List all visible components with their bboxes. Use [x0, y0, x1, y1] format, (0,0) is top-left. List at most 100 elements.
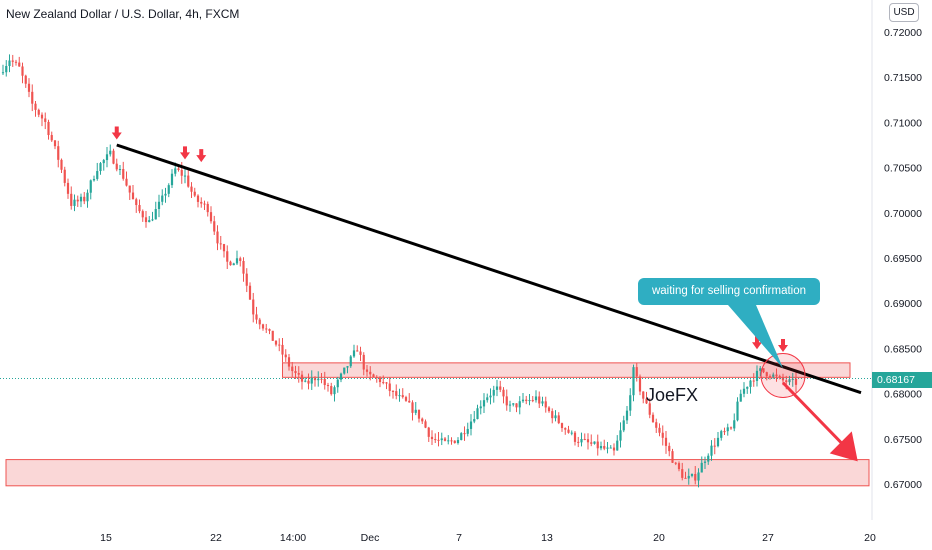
candle-body [791, 378, 794, 380]
candle-body [144, 217, 148, 223]
y-tick-label: 0.70000 [884, 208, 922, 220]
y-tick-label: 0.69500 [884, 253, 922, 265]
candle-body [265, 328, 268, 330]
candle-body [76, 199, 79, 202]
candle-body [525, 399, 528, 402]
candle-body [505, 396, 508, 406]
candle-body [755, 370, 759, 381]
candle-body [135, 199, 138, 206]
candle-body [534, 396, 538, 401]
current-price-label: 0.68167 [872, 372, 932, 388]
candle-body [746, 386, 749, 389]
candle-body [170, 173, 174, 186]
x-tick-label: 15 [100, 532, 112, 544]
candle-body [206, 203, 209, 213]
candle-body [466, 428, 469, 434]
candle-body [8, 60, 11, 66]
candle-body [697, 472, 700, 481]
x-tick-label: 7 [456, 532, 462, 544]
candle-body [151, 219, 154, 221]
candle-body [635, 367, 638, 377]
x-tick-label: 27 [762, 532, 774, 544]
candle-body [557, 415, 560, 424]
candle-body [762, 368, 765, 373]
candle-body [440, 438, 443, 441]
candle-body [404, 397, 408, 401]
candle-body [544, 401, 547, 408]
candle-body [11, 60, 14, 62]
candle-body [645, 398, 648, 404]
candle-body [297, 373, 300, 375]
candle-body [235, 258, 239, 264]
candle-body [349, 356, 352, 367]
candle-body [398, 395, 401, 397]
candle-body [625, 410, 629, 421]
candle-body [401, 395, 404, 398]
candle-body [690, 473, 694, 476]
candle-body [603, 446, 606, 449]
y-tick-label: 0.67500 [884, 434, 922, 446]
candle-body [63, 169, 66, 183]
candle-body [427, 427, 430, 437]
candle-body [53, 140, 57, 147]
candle-body [365, 369, 369, 372]
candle-body [177, 168, 180, 170]
markers-layer [111, 126, 858, 462]
candle-body [187, 175, 190, 187]
candle-body [50, 135, 53, 141]
candle-body [271, 330, 274, 341]
candle-body [772, 374, 775, 377]
candle-body [778, 376, 781, 378]
candle-body [339, 373, 343, 380]
x-tick-label: 22 [210, 532, 222, 544]
candle-body [723, 431, 726, 433]
candle-body [651, 414, 655, 423]
candle-body [632, 367, 635, 396]
candle-body [232, 263, 235, 266]
axes-layer: 0.72000 0.71500 0.71000 0.70500 0.70000 0.695… [100, 0, 922, 544]
x-tick-label: Dec [361, 532, 380, 544]
candle-body [255, 314, 258, 320]
candle-body [330, 386, 333, 395]
candle-body [96, 171, 99, 179]
x-tick-label: 13 [541, 532, 553, 544]
symbol-title: New Zealand Dollar / U.S. Dollar, 4h, FX… [6, 7, 240, 21]
candle-body [27, 83, 31, 92]
candle-body [336, 379, 339, 388]
candle-body [385, 382, 388, 384]
candle-body [274, 340, 278, 345]
candle-body [47, 121, 50, 136]
candle-body [414, 409, 417, 413]
candle-body [252, 299, 255, 315]
candle-body [313, 378, 317, 381]
candle-body [538, 396, 541, 404]
candle-body [219, 243, 222, 245]
candle-body [658, 427, 661, 433]
candle-body [362, 354, 365, 370]
projection-arrow-head [829, 431, 858, 462]
candle-body [112, 150, 115, 164]
candle-body [593, 441, 596, 444]
candle-body [674, 462, 677, 464]
candle-body [167, 185, 170, 194]
candle-body [447, 440, 450, 442]
down-arrow-marker [111, 126, 122, 140]
candle-body [788, 379, 791, 383]
currency-button[interactable]: USD [889, 3, 919, 22]
candle-body [388, 383, 391, 391]
candle-body [304, 380, 307, 382]
candle-body [720, 431, 723, 438]
candle-body [161, 195, 164, 202]
candle-body [775, 374, 778, 377]
candle-body [430, 436, 434, 440]
candle-body [37, 109, 40, 115]
candle-body [242, 260, 245, 274]
candle-body [66, 182, 70, 194]
callout-pointer [728, 305, 783, 369]
candle-body [261, 324, 265, 329]
candle-body [586, 439, 590, 443]
candle-body [375, 376, 378, 378]
candle-body [476, 408, 479, 420]
author-watermark: JoeFX [646, 385, 699, 405]
